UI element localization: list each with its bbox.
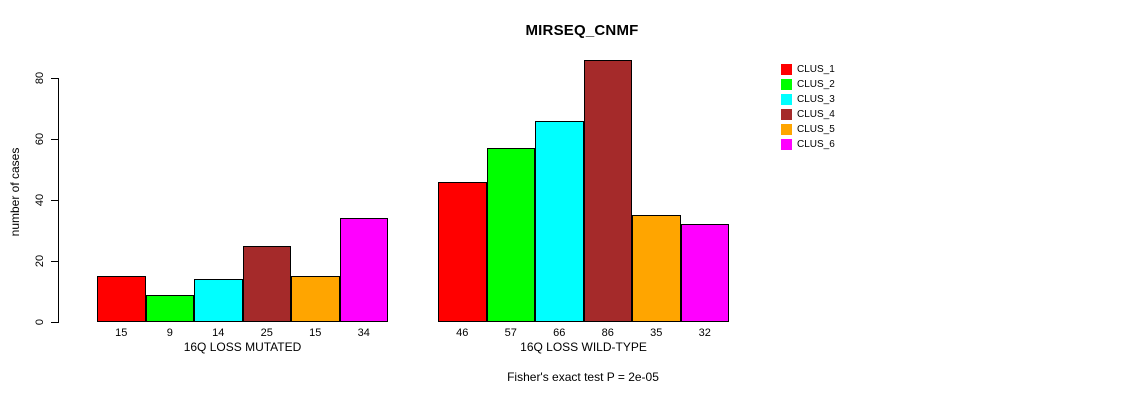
y-axis-label: number of cases	[8, 147, 22, 237]
legend-label: CLUS_5	[797, 123, 835, 135]
y-tick-mark	[51, 261, 58, 262]
bar-value-label: 15	[309, 327, 322, 339]
y-tick-label: 20	[34, 254, 46, 268]
bar-value-label: 14	[212, 327, 225, 339]
bar-clus_4-group2	[583, 59, 632, 322]
annotation-text: Fisher's exact test P = 2e-05	[507, 370, 659, 384]
bar-clus_3-group2	[535, 120, 584, 322]
bar-value-label: 66	[553, 327, 566, 339]
legend-label: CLUS_6	[797, 138, 835, 150]
legend-label: CLUS_1	[797, 63, 835, 75]
bar-value-label: 32	[698, 327, 711, 339]
bar-value-label: 34	[357, 327, 370, 339]
bar-value-label: 57	[504, 327, 517, 339]
y-tick-mark	[51, 139, 58, 140]
y-tick-label: 40	[34, 193, 46, 207]
group-label: 16Q LOSS MUTATED	[183, 340, 302, 354]
bar-value-label: 46	[456, 327, 469, 339]
chart-title: MIRSEQ_CNMF	[525, 22, 639, 39]
bar-value-label: 86	[601, 327, 614, 339]
y-tick-label: 80	[34, 71, 46, 85]
legend-swatch	[781, 78, 792, 90]
legend-label: CLUS_4	[797, 108, 835, 120]
legend-item: CLUS_6	[781, 137, 835, 152]
bar-value-label: 15	[115, 327, 128, 339]
y-tick-label: 0	[34, 318, 46, 326]
legend-label: CLUS_2	[797, 78, 835, 90]
y-tick-label: 60	[34, 132, 46, 146]
y-tick-mark	[51, 322, 58, 323]
bar-clus_2-group2	[486, 148, 535, 322]
bar-clus_6-group1	[339, 218, 388, 322]
y-tick-mark	[51, 78, 58, 79]
bar-clus_1-group2	[438, 181, 487, 322]
legend-swatch	[781, 108, 792, 120]
bar-clus_6-group2	[680, 224, 729, 322]
legend-swatch	[781, 123, 792, 135]
bar-clus_5-group2	[632, 215, 681, 322]
bar-clus_1-group1	[97, 276, 146, 322]
legend-swatch	[781, 138, 792, 150]
bar-value-label: 9	[166, 327, 173, 339]
legend-item: CLUS_4	[781, 107, 835, 122]
bar-clus_3-group1	[194, 279, 243, 322]
legend-item: CLUS_5	[781, 122, 835, 137]
bar-clus_5-group1	[291, 276, 340, 322]
y-axis-line	[58, 78, 59, 323]
group-label: 16Q LOSS WILD-TYPE	[520, 340, 647, 354]
legend-item: CLUS_3	[781, 92, 835, 107]
bar-clus_4-group1	[242, 245, 291, 322]
legend-item: CLUS_2	[781, 77, 835, 92]
legend-swatch	[781, 63, 792, 75]
bar-value-label: 25	[260, 327, 273, 339]
bar-clus_2-group1	[145, 294, 194, 322]
legend-swatch	[781, 93, 792, 105]
y-tick-mark	[51, 200, 58, 201]
legend-label: CLUS_3	[797, 93, 835, 105]
bar-value-label: 35	[650, 327, 663, 339]
legend-item: CLUS_1	[781, 62, 835, 77]
